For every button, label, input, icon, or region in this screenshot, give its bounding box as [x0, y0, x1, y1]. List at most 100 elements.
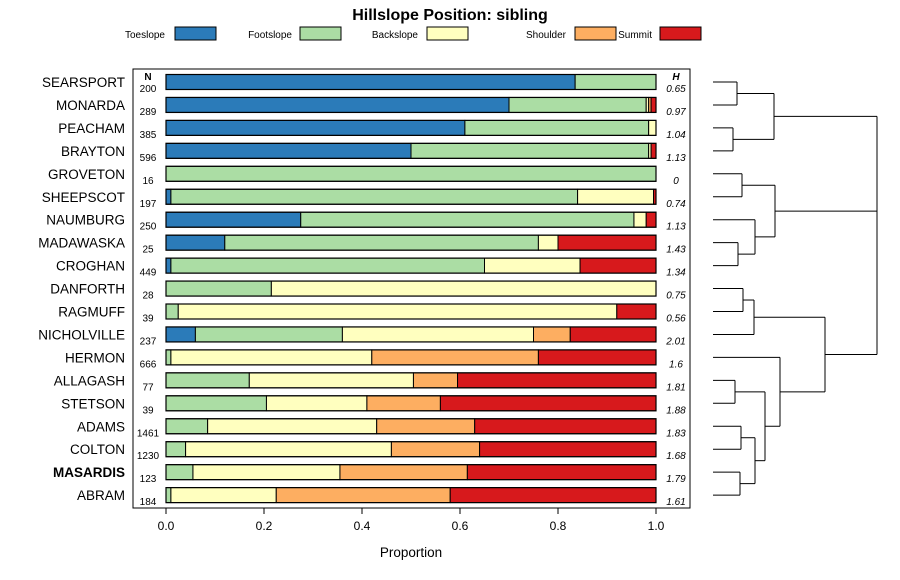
plot-panel	[132, 68, 691, 509]
row-h: 1.61	[666, 497, 685, 508]
row-h: 0.56	[666, 314, 686, 325]
bar-outline	[165, 257, 657, 274]
row-label: ADAMS	[77, 419, 125, 434]
bar-segment-shoulder	[371, 349, 539, 366]
bar-segment-summit	[650, 96, 657, 113]
bar-segment-summit	[466, 464, 657, 481]
bar-segment-summit	[569, 326, 657, 343]
bar-outline	[165, 326, 657, 343]
row-h: 1.6	[669, 359, 683, 370]
row-croghan: CROGHAN 449 1.34	[56, 257, 686, 279]
bar-segment-shoulder	[366, 395, 441, 412]
row-colton: COLTON 1230 1.68	[70, 441, 686, 462]
bar-outline	[165, 349, 657, 366]
bar-segment-backslope	[192, 464, 341, 481]
legend-swatch-toeslope	[174, 26, 217, 41]
row-masardis: MASARDIS 123 1.79	[53, 464, 686, 485]
bar-segment-footslope	[165, 418, 209, 435]
row-monarda: MONARDA 289 0.97	[56, 96, 686, 118]
bar-segment-shoulder	[275, 487, 451, 504]
bar-segment-backslope	[248, 372, 414, 389]
row-sheepscot: SHEEPSCOT 197 0.74	[42, 188, 686, 210]
legend-label-summit: Summit	[618, 30, 652, 41]
bar-outline	[165, 303, 657, 320]
row-naumburg: NAUMBURG 250 1.13	[46, 211, 686, 233]
bar-outline	[165, 96, 657, 114]
row-abram: ABRAM 184 1.61	[77, 487, 686, 508]
row-label: NICHOLVILLE	[38, 327, 125, 342]
row-n: 25	[142, 245, 154, 256]
bar-outline	[165, 372, 657, 389]
bar-segment-backslope	[170, 487, 277, 504]
n-column-header: N	[144, 72, 151, 83]
legend-label-toeslope: Toeslope	[125, 30, 165, 41]
row-h: 1.13	[666, 222, 686, 233]
bar-segment-footslope	[194, 326, 343, 343]
row-n: 77	[142, 382, 154, 393]
row-h: 1.81	[666, 382, 685, 393]
row-n: 28	[142, 291, 154, 302]
bar-outline	[165, 395, 657, 412]
bar-segment-backslope	[648, 119, 657, 136]
row-n: 596	[140, 153, 157, 164]
bar-segment-summit	[439, 395, 657, 412]
row-n: 39	[142, 405, 154, 416]
row-label: PEACHAM	[58, 121, 125, 136]
bar-segment-backslope	[577, 188, 655, 205]
row-label: SEARSPORT	[42, 75, 125, 90]
row-h: 1.04	[666, 130, 686, 141]
bar-segment-backslope	[207, 418, 378, 435]
row-brayton: BRAYTON 596 1.13	[61, 142, 686, 164]
row-h: 0.75	[666, 291, 686, 302]
bar-segment-shoulder	[339, 464, 468, 481]
bar-outline	[165, 441, 657, 458]
row-label: CROGHAN	[56, 259, 125, 274]
bar-segment-toeslope	[165, 326, 196, 343]
bar-segment-footslope	[165, 349, 172, 366]
bar-segment-footslope	[165, 165, 657, 182]
row-label: COLTON	[70, 442, 125, 457]
row-h: 1.43	[666, 245, 686, 256]
bar-segment-toeslope	[165, 257, 172, 274]
x-tick-label: 0.2	[256, 519, 273, 533]
legend: Toeslope Footslope Backslope Shoulder Summit	[125, 26, 702, 41]
row-n: 16	[142, 176, 154, 187]
bar-segment-footslope	[165, 280, 272, 297]
row-label: NAUMBURG	[46, 213, 125, 228]
bar-segment-summit	[474, 418, 657, 435]
dendrogram	[713, 81, 878, 496]
x-tick-label: 0.0	[158, 519, 175, 533]
legend-label-footslope: Footslope	[248, 30, 292, 41]
bar-outline	[165, 73, 657, 91]
row-h: 0.65	[666, 84, 686, 95]
legend-swatch-footslope	[299, 26, 342, 41]
bar-outline	[165, 188, 657, 205]
bar-segment-summit	[645, 211, 657, 228]
row-peacham: PEACHAM 385 1.04	[58, 119, 686, 141]
legend-label-backslope: Backslope	[372, 30, 419, 41]
bar-segment-summit	[537, 349, 657, 366]
row-label: MONARDA	[56, 98, 125, 113]
row-n: 666	[140, 359, 157, 370]
row-danforth: DANFORTH 28 0.75	[50, 280, 686, 302]
row-n: 123	[140, 474, 157, 485]
row-searsport: SEARSPORT 200 0.65	[42, 73, 686, 95]
row-allagash: ALLAGASH 77 1.81	[54, 372, 686, 393]
legend-swatch-summit	[659, 26, 702, 41]
legend-swatch-shoulder	[574, 26, 617, 41]
x-tick-label: 1.0	[648, 519, 665, 533]
bar-segment-backslope	[170, 349, 373, 366]
bar-segment-footslope	[170, 257, 485, 274]
row-n: 184	[140, 497, 157, 508]
bar-segment-footslope	[410, 142, 650, 159]
bar-segment-backslope	[177, 303, 618, 320]
bar-outline	[165, 418, 657, 435]
x-axis-label: Proportion	[380, 545, 442, 560]
row-h: 1.34	[666, 268, 686, 279]
row-h: 2.01	[665, 336, 685, 347]
row-n: 289	[140, 107, 157, 118]
bar-segment-backslope	[265, 395, 368, 412]
row-label: SHEEPSCOT	[42, 190, 125, 205]
bar-outline	[165, 211, 657, 228]
